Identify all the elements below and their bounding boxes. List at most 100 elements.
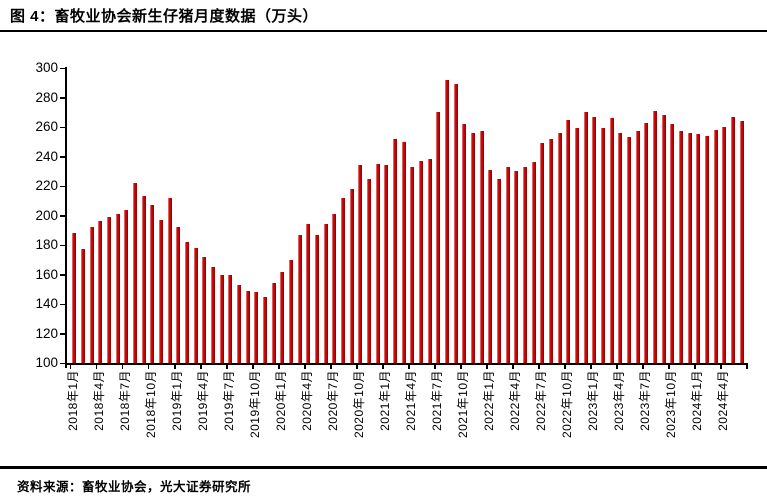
bar-2019年3月 xyxy=(193,247,198,363)
y-axis-tick xyxy=(60,274,65,276)
y-axis-tick-label: 220 xyxy=(35,178,58,193)
bar-2022年11月 xyxy=(574,128,580,363)
x-axis-tick xyxy=(460,364,462,369)
bar-2019年1月 xyxy=(176,227,181,363)
bar-2020年9月 xyxy=(349,188,354,363)
bar-2023年3月 xyxy=(609,118,614,363)
bar-2020年10月 xyxy=(358,165,363,363)
bar-2020年1月 xyxy=(280,271,285,363)
bar-2023年10月 xyxy=(670,124,675,363)
y-axis-tick xyxy=(60,362,65,364)
bar-2019年12月 xyxy=(271,283,276,363)
y-axis-tick xyxy=(60,156,65,158)
x-axis-tick xyxy=(668,364,670,369)
x-axis-tick-label: 2020年7月 xyxy=(326,370,341,431)
bar-2022年9月 xyxy=(557,132,562,363)
bar-2019年7月 xyxy=(228,274,233,363)
bar-2024年1月 xyxy=(696,134,701,363)
bar-2022年10月 xyxy=(566,119,571,363)
x-axis-tick xyxy=(538,364,540,369)
x-axis-tick xyxy=(512,364,514,369)
bar-2021年1月 xyxy=(384,165,389,363)
bar-2023年12月 xyxy=(687,132,692,363)
x-axis-tick-label: 2023年10月 xyxy=(664,370,679,439)
bar-2018年9月 xyxy=(141,196,146,363)
x-axis-tick xyxy=(486,364,488,369)
bar-2023年1月 xyxy=(592,116,597,363)
y-axis-tick-label: 100 xyxy=(35,355,58,370)
source-note: 资料来源：畜牧业协会，光大证券研究所 xyxy=(17,480,252,494)
y-axis-tick-label: 280 xyxy=(35,89,58,105)
x-axis-tick-label: 2020年4月 xyxy=(300,370,315,431)
bar-2019年6月 xyxy=(219,274,224,363)
bar-2023年2月 xyxy=(600,128,606,363)
x-axis-tick xyxy=(330,364,332,369)
bar-2018年10月 xyxy=(150,205,155,363)
bar-2020年7月 xyxy=(332,214,337,363)
bar-2022年12月 xyxy=(583,112,588,363)
bar-2024年4月 xyxy=(722,127,727,363)
x-axis-tick-label: 2020年1月 xyxy=(274,370,289,431)
x-axis-tick xyxy=(746,364,748,369)
x-axis-tick-label: 2018年4月 xyxy=(92,370,107,431)
x-axis-tick xyxy=(174,364,176,369)
x-axis-tick-label: 2023年4月 xyxy=(612,370,627,431)
bar-2021年10月 xyxy=(462,124,467,363)
bar-2019年9月 xyxy=(245,290,250,363)
bar-2021年3月 xyxy=(401,141,406,363)
bar-2022年5月 xyxy=(522,166,528,363)
figure-title: 图 4：畜牧业协会新生仔猪月度数据（万头） xyxy=(10,8,319,25)
y-axis-tick-label: 300 xyxy=(35,60,58,75)
bar-2021年7月 xyxy=(436,112,441,363)
x-axis-tick-label: 2022年7月 xyxy=(534,370,549,431)
x-axis xyxy=(65,363,748,365)
bar-2018年4月 xyxy=(98,221,103,363)
piglet-monthly-bar-chart: 100 120 140 160 180 200 220 240 260 280 300 2018年1月… xyxy=(35,60,748,439)
x-axis-tick-label: 2023年1月 xyxy=(586,370,601,431)
y-axis-tick-label: 180 xyxy=(35,237,58,252)
x-axis-tick-label: 2022年1月 xyxy=(482,370,497,431)
x-axis-tick-label: 2019年7月 xyxy=(222,370,237,431)
bar-2022年6月 xyxy=(531,162,536,363)
bar-2018年6月 xyxy=(115,214,120,363)
x-axis-tick-label: 2021年4月 xyxy=(404,370,419,431)
bar-2019年5月 xyxy=(210,267,216,363)
y-axis-tick-label: 160 xyxy=(35,266,58,282)
bar-2023年4月 xyxy=(618,132,623,363)
y-axis-tick xyxy=(60,126,65,128)
bottom-divider xyxy=(0,466,767,469)
bar-2022年4月 xyxy=(514,171,519,363)
y-axis-tick-label: 240 xyxy=(35,148,58,164)
x-axis-tick-label: 2021年7月 xyxy=(430,370,445,431)
bar-2023年7月 xyxy=(644,122,649,363)
y-axis-tick xyxy=(60,67,65,69)
bar-2020年8月 xyxy=(340,197,346,363)
x-axis-tick xyxy=(434,364,436,369)
x-axis-tick-label: 2022年10月 xyxy=(560,370,575,439)
bar-2023年5月 xyxy=(626,137,632,363)
x-axis-tick xyxy=(408,364,410,369)
y-axis-tick xyxy=(60,333,65,335)
x-axis-tick xyxy=(252,364,254,369)
x-axis-tick-label: 2024年4月 xyxy=(716,370,731,431)
x-axis-tick xyxy=(720,364,722,369)
bar-2020年11月 xyxy=(366,178,372,363)
bar-2021年9月 xyxy=(453,84,458,363)
bar-2024年5月 xyxy=(730,116,736,363)
x-axis-tick xyxy=(226,364,228,369)
top-divider xyxy=(0,30,767,32)
x-axis-tick xyxy=(278,364,280,369)
y-axis-tick xyxy=(60,185,65,187)
x-axis-tick-label: 2019年1月 xyxy=(170,370,185,431)
bar-2020年2月 xyxy=(288,259,294,363)
bar-2018年12月 xyxy=(167,197,172,363)
y-axis-tick-label: 200 xyxy=(35,207,58,223)
bar-2023年8月 xyxy=(652,110,658,363)
bar-2023年11月 xyxy=(678,131,684,363)
bar-2019年4月 xyxy=(202,256,207,363)
bar-2018年3月 xyxy=(89,227,94,363)
bar-2020年6月 xyxy=(323,224,328,363)
y-axis-tick-label: 260 xyxy=(35,119,58,134)
bar-2018年8月 xyxy=(132,183,138,363)
x-axis-tick-label: 2022年4月 xyxy=(508,370,523,431)
